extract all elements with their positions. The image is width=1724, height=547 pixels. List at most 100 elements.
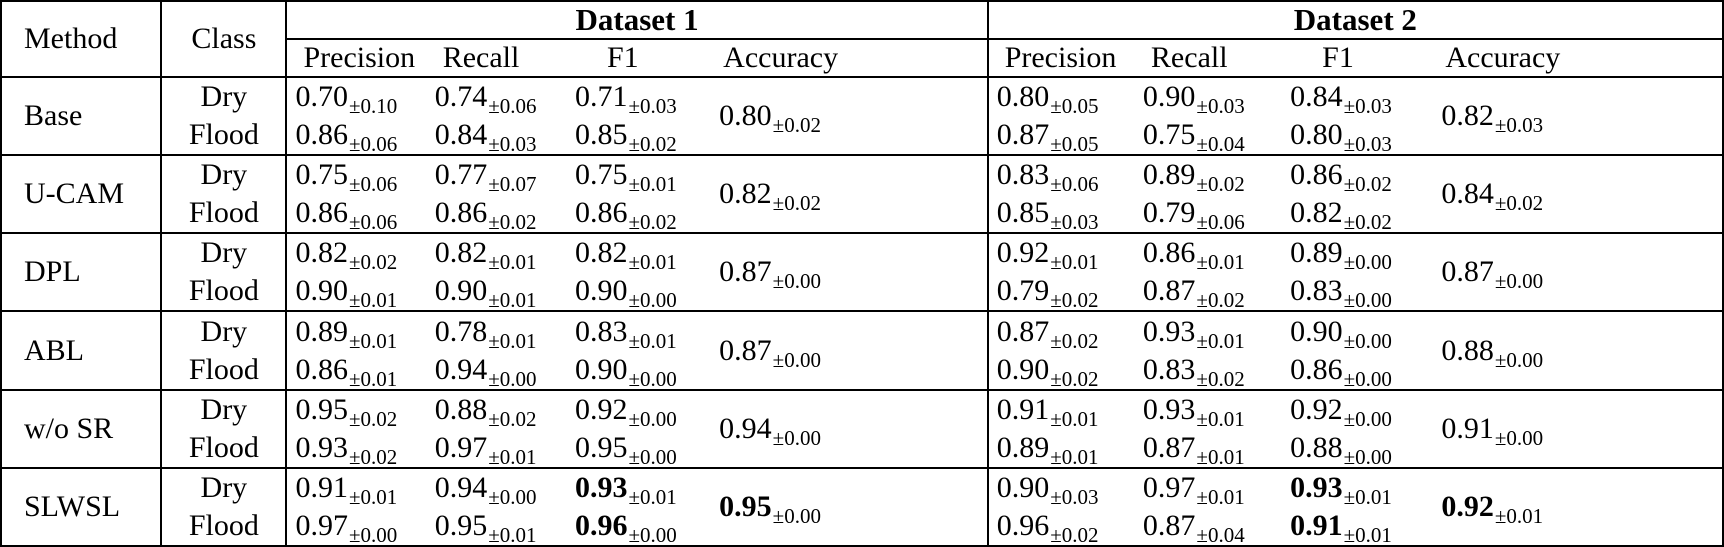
metric-value: 0.91 — [295, 470, 348, 504]
uncertainty-subscript: ±0.02 — [1050, 288, 1099, 313]
metric-value: 0.80 — [996, 80, 1050, 114]
uncertainty-subscript: ±0.01 — [1494, 503, 1544, 528]
metric-value: 0.82 — [719, 177, 772, 211]
uncertainty-subscript: ±0.00 — [1494, 269, 1544, 294]
method-row-dry: SLWSL Dry 0.91±0.01 0.94±0.00 0.93±0.01 0.95±… — [1, 466, 1723, 546]
uncertainty-subscript: ±0.02 — [348, 406, 398, 431]
metric-value: 0.82 — [1290, 196, 1343, 230]
class-cell: Flood — [160, 428, 287, 468]
metric-value: 0.96 — [996, 508, 1050, 542]
metric-value: 0.90 — [574, 274, 628, 308]
metric-value-cell: 0.86±0.01 — [1134, 232, 1283, 273]
metric-value: 0.96 — [574, 508, 628, 542]
metric-value: 0.90 — [295, 274, 348, 308]
metric-value: 0.97 — [295, 508, 348, 542]
uncertainty-subscript: ±0.00 — [1343, 406, 1392, 431]
uncertainty-subscript: ±0.02 — [488, 406, 537, 431]
metric-value: 0.82 — [574, 236, 628, 270]
metric-value: 0.87 — [996, 118, 1050, 152]
column-header-class: Class — [160, 1, 287, 78]
metric-value: 0.83 — [1142, 352, 1196, 386]
method-row-flood: Flood 0.93±0.02 0.97±0.01 0.95±0.00 0.89±0.0… — [1, 428, 1723, 468]
metric-value-cell: 0.79±0.02 — [986, 272, 1135, 313]
accuracy-value-cell: 0.87±0.00 — [707, 232, 988, 312]
metric-value-cell: 0.74±0.06 — [426, 75, 567, 117]
uncertainty-subscript: ±0.02 — [1196, 172, 1245, 197]
metric-value: 0.90 — [434, 274, 488, 308]
uncertainty-subscript: ±0.06 — [1050, 172, 1099, 197]
uncertainty-subscript: ±0.01 — [348, 328, 398, 353]
accuracy-value-cell: 0.91±0.00 — [1429, 388, 1723, 468]
metric-value-cell: 0.92±0.00 — [1282, 388, 1430, 431]
uncertainty-subscript: ±0.06 — [348, 172, 398, 197]
metric-value: 0.90 — [996, 352, 1050, 386]
uncertainty-subscript: ±0.02 — [772, 191, 821, 216]
metric-value: 0.95 — [434, 508, 488, 542]
metric-value: 0.84 — [434, 118, 488, 152]
method-cell: SLWSL — [1, 466, 162, 546]
column-header-recall-d1: Recall — [426, 39, 567, 78]
metric-value-cell: 0.93±0.01 — [1134, 388, 1283, 429]
metric-value: 0.91 — [1290, 508, 1343, 542]
metric-value-cell: 0.93±0.01 — [1282, 466, 1430, 507]
uncertainty-subscript: ±0.03 — [1343, 94, 1392, 119]
metric-value-cell: 0.79±0.06 — [1135, 194, 1282, 233]
metric-value-cell: 0.84±0.03 — [427, 116, 567, 155]
metric-value: 0.94 — [434, 352, 488, 386]
uncertainty-subscript: ±0.01 — [348, 288, 398, 313]
uncertainty-subscript: ±0.00 — [348, 522, 398, 547]
class-cell: Dry — [160, 75, 287, 117]
metric-value-cell: 0.86±0.02 — [567, 194, 707, 233]
class-cell: Flood — [160, 272, 287, 312]
uncertainty-subscript: ±0.10 — [348, 94, 398, 119]
uncertainty-subscript: ±0.00 — [1494, 425, 1544, 450]
uncertainty-subscript: ±0.00 — [772, 269, 821, 294]
method-cell: Base — [1, 75, 162, 156]
uncertainty-subscript: ±0.01 — [1196, 484, 1245, 509]
metric-value-cell: 0.96±0.00 — [567, 507, 707, 546]
method-row-dry: Base Dry 0.70±0.10 0.74±0.06 0.71±0.03 0.80±0… — [1, 75, 1723, 156]
method-row-flood: Flood 0.90±0.01 0.90±0.01 0.90±0.00 0.79±0.0… — [1, 272, 1723, 313]
metric-value: 0.95 — [295, 392, 348, 426]
uncertainty-subscript: ±0.02 — [1050, 522, 1099, 547]
metric-value: 0.86 — [295, 196, 348, 230]
metric-value: 0.97 — [434, 430, 488, 464]
metric-value-cell: 0.92±0.01 — [986, 232, 1135, 273]
metric-value: 0.88 — [1441, 333, 1494, 367]
metric-value: 0.80 — [1290, 118, 1343, 152]
metric-value-cell: 0.95±0.02 — [285, 388, 427, 431]
metric-value: 0.91 — [996, 392, 1050, 426]
method-row-dry: ABL Dry 0.89±0.01 0.78±0.01 0.83±0.01 0.87±0.… — [1, 310, 1723, 390]
metric-value-cell: 0.86±0.01 — [285, 350, 427, 390]
class-cell: Flood — [160, 350, 287, 390]
metric-value: 0.86 — [295, 118, 348, 152]
metric-value: 0.89 — [295, 314, 348, 348]
uncertainty-subscript: ±0.02 — [348, 250, 398, 275]
uncertainty-subscript: ±0.01 — [1050, 406, 1099, 431]
metric-value: 0.83 — [574, 314, 628, 348]
method-cell: ABL — [1, 310, 162, 390]
uncertainty-subscript: ±0.00 — [628, 288, 677, 313]
metric-value-cell: 0.75±0.01 — [566, 154, 708, 195]
metric-value-cell: 0.71±0.03 — [566, 75, 708, 117]
metric-value: 0.86 — [1290, 158, 1343, 192]
metric-value: 0.90 — [996, 470, 1050, 504]
metric-value-cell: 0.91±0.01 — [1282, 507, 1429, 546]
metric-value-cell: 0.78±0.01 — [426, 310, 567, 351]
column-header-f1-d2: F1 — [1282, 39, 1430, 78]
uncertainty-subscript: ±0.07 — [488, 172, 537, 197]
uncertainty-subscript: ±0.02 — [1196, 366, 1245, 391]
metric-value-cell: 0.95±0.01 — [427, 507, 567, 546]
metric-value-cell: 0.82±0.02 — [1282, 194, 1429, 233]
metric-value: 0.79 — [1142, 196, 1196, 230]
metric-value: 0.93 — [1142, 314, 1196, 348]
metric-value: 0.87 — [1441, 255, 1494, 289]
metric-value: 0.86 — [1142, 236, 1196, 270]
accuracy-value-cell: 0.80±0.02 — [707, 75, 988, 156]
uncertainty-subscript: ±0.00 — [772, 347, 821, 372]
metric-value: 0.70 — [295, 80, 348, 114]
metric-value-cell: 0.82±0.01 — [566, 232, 708, 273]
metric-value-cell: 0.82±0.02 — [285, 232, 427, 275]
method-row-dry: U-CAM Dry 0.75±0.06 0.77±0.07 0.75±0.01 0.82±… — [1, 154, 1723, 234]
